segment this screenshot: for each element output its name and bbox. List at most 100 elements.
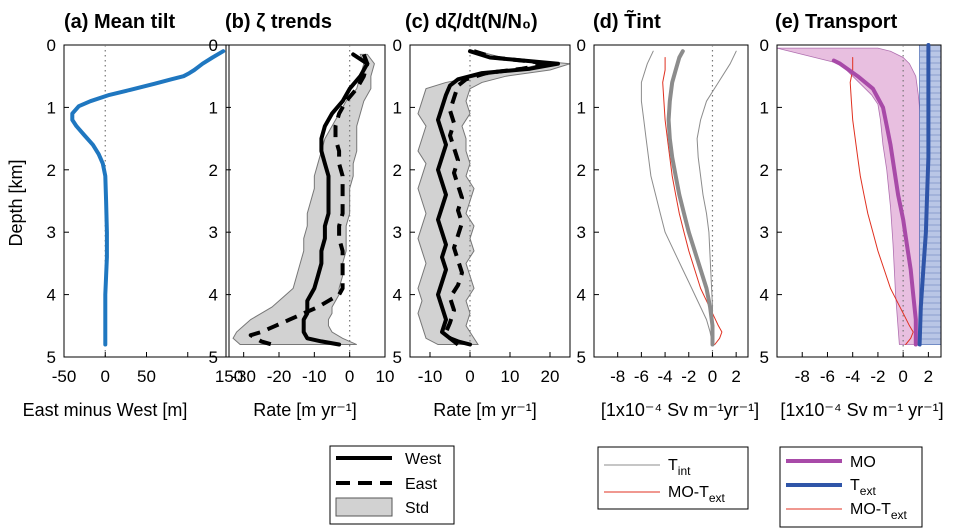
panel-e-title: (e) Transport [775,11,898,33]
panel-c-ytick-label: 0 [393,36,402,55]
legend-west-label: West [405,451,442,468]
panel-b-series-west [301,52,370,347]
panel-c-xtick-label: 20 [541,367,560,386]
panel-a-ytick-label: 3 [47,223,56,242]
panel-e-xtick-label: 0 [898,367,907,386]
panel-a-xtick-label: 150 [215,367,243,386]
panel-c-xtick-label: 0 [465,367,474,386]
panel-c-xtick-label: 10 [501,367,520,386]
panel-e-series-mo [831,58,918,347]
panel-b-ytick-label: 2 [209,161,218,180]
panel-e-xtick-label: -2 [870,367,885,386]
panel-a-ytick-label: 5 [47,348,56,367]
legend-mo-text-label: MO-Text [668,484,726,505]
panel-d-ytick-label: 5 [577,348,586,367]
panel-d-axes-box [593,44,749,358]
panel-b-xtick-label: -20 [267,367,292,386]
panel-e-mo-band [776,47,929,345]
panel-a-xtick-label: -50 [52,367,77,386]
panel-c-title: (c) dζ/dt(N/N₀) [405,11,538,33]
panel-e-xlabel: [1x10⁻⁴ Sv m⁻¹ yr⁻¹] [780,400,943,420]
panel-d-xlabel: [1x10⁻⁴ Sv m⁻¹yr⁻¹] [601,400,759,420]
panel-c-xlabel: Rate [m yr⁻¹] [433,400,537,420]
legend-text-label: Text [850,477,876,498]
panel-c-ytick-label: 5 [393,348,402,367]
panel-d-series-tint-upper [640,50,713,345]
panel-c-ytick-label: 4 [393,286,402,305]
panel-b-xtick-label: 0 [345,367,354,386]
panel-d-ytick-label: 2 [577,161,586,180]
legend-mo-text2-label: MO-Text [850,501,908,522]
panel-d-xtick-label: -4 [658,367,673,386]
panel-c-ytick-label: 1 [393,98,402,117]
panel-a-title: (a) Mean tilt [64,11,175,33]
panel-d-series-mo-text [662,57,723,345]
panel-c-series-east [444,49,552,347]
panel-e-ytick-label: 4 [760,286,769,305]
panel-a-axes-box [63,44,230,358]
panel-d-title: (d) T̃int [593,9,661,33]
panel-b-ytick-label: 4 [209,286,218,305]
panel-e-axes-box [776,44,942,358]
panel-d-series-tint-lower [696,50,737,345]
legend-middle: Tint MO-Text [597,446,749,510]
legend-right: MO Text MO-Text [779,446,923,528]
panel-d-ytick-label: 3 [577,223,586,242]
legend-mo-label: MO [850,454,876,471]
panel-d-ytick-label: 0 [577,36,586,55]
panel-d-xtick-label: -8 [610,367,625,386]
panel-e-ytick-label: 3 [760,223,769,242]
panel-d-xtick-label: 0 [708,367,717,386]
panel-d-xtick-label: 2 [731,367,740,386]
panel-a-ytick-label: 0 [47,36,56,55]
panel-b-title: (b) ζ trends [225,11,332,33]
panel-a-xtick-label: 0 [101,367,110,386]
panel-e-ytick-label: 5 [760,348,769,367]
legend-east-label: East [405,476,438,493]
legend-std-label: Std [405,500,429,517]
panel-e-xtick-label: 2 [924,367,933,386]
panel-c-ytick-label: 2 [393,161,402,180]
legend-left: West East Std [329,445,455,525]
panel-b-std-band [232,53,375,346]
panel-d-xtick-label: -6 [634,367,649,386]
panel-e-xtick-label: -6 [820,367,835,386]
legend-tint-label: Tint [668,457,691,478]
panel-b-xlabel: Rate [m yr⁻¹] [253,400,357,420]
panel-c-ytick-label: 3 [393,223,402,242]
panel-a-ytick-label: 4 [47,286,56,305]
panel-e-ytick-label: 0 [760,36,769,55]
panel-d-xtick-label: -2 [681,367,696,386]
panel-a-xtick-label: 50 [137,367,156,386]
legend-middle-box [597,446,749,510]
panel-c-axes-box [409,44,571,358]
panel-e-series-mo-text [849,57,914,345]
panel-b-axes-box [225,44,386,358]
panel-c-xtick-label: -10 [418,367,443,386]
panel-e-xtick-label: -4 [845,367,860,386]
panel-b-ytick-label: 5 [209,348,218,367]
panel-a-xlabel: East minus West [m] [23,400,188,420]
legend-std-swatch [335,497,393,517]
panel-c-series-west [436,49,560,347]
panel-b-ytick-label: 3 [209,223,218,242]
panel-e-ytick-label: 2 [760,161,769,180]
panel-b-xtick-label: -10 [302,367,327,386]
panel-b-xtick-label: -30 [231,367,256,386]
panel-b-xtick-label: 10 [376,367,395,386]
y-axis-label: Depth [km] [6,159,26,246]
panel-a-ytick-label: 2 [47,161,56,180]
panel-e-ytick-label: 1 [760,98,769,117]
panel-b-ytick-label: 0 [209,36,218,55]
panel-d-ytick-label: 4 [577,286,586,305]
panel-e-xtick-label: -8 [795,367,810,386]
panel-a-ytick-label: 1 [47,98,56,117]
panel-c-std-band [417,50,571,346]
panel-a-series-blue [70,49,226,347]
panel-e-series-text [917,43,931,347]
panel-b-series-east [248,53,370,347]
panel-b-ytick-label: 1 [209,98,218,117]
panel-d-ytick-label: 1 [577,98,586,117]
